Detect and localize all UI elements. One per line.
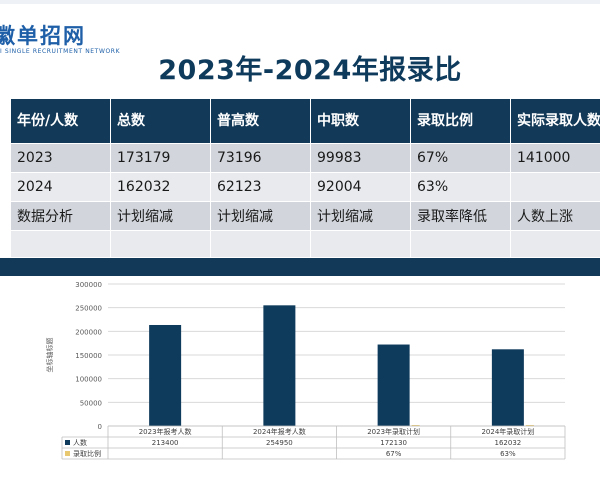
table-header-cell: 录取比例 <box>411 99 511 144</box>
y-tick-label: 150000 <box>75 352 102 360</box>
table-cell: 162032 <box>111 173 211 202</box>
y-tick-label: 100000 <box>75 376 102 384</box>
table-cell <box>211 231 311 258</box>
table-row: 2024 162032 62123 92004 63% <box>11 173 600 202</box>
data-label: 162032 <box>495 439 522 447</box>
table-cell: 62123 <box>211 173 311 202</box>
data-label: 172130 <box>380 439 407 447</box>
x-category-label: 2024年报考人数 <box>253 427 306 436</box>
bar <box>378 345 410 426</box>
table-header-row: 年份/人数 总数 普高数 中职数 录取比例 实际录取人数 <box>11 99 600 144</box>
table-cell <box>511 173 600 202</box>
legend-swatch <box>65 440 70 445</box>
data-label: 213400 <box>152 439 179 447</box>
table-cell: 92004 <box>311 173 411 202</box>
table-cell: 141000 <box>511 144 600 173</box>
table-cell: 63% <box>411 173 511 202</box>
table-row: 数据分析 计划缩减 计划缩减 计划缩减 录取率降低 人数上涨 <box>11 202 600 231</box>
page-title: 2023年-2024年报录比 <box>0 48 600 87</box>
table-cell: 人数上涨 <box>511 202 600 231</box>
bar <box>492 349 524 426</box>
y-tick-label: 300000 <box>75 281 102 289</box>
legend-label: 人数 <box>73 438 87 447</box>
x-category-label: 2023年报考人数 <box>139 427 192 436</box>
table-cell: 2023 <box>11 144 111 173</box>
y-tick-label: 50000 <box>80 399 102 407</box>
table-cell: 99983 <box>311 144 411 173</box>
table-header-cell: 年份/人数 <box>11 99 111 144</box>
section-divider-band <box>0 258 600 276</box>
y-axis-title: 坐标轴标题 <box>45 338 54 373</box>
bar <box>263 305 295 426</box>
table-header-cell: 总数 <box>111 99 211 144</box>
table-cell: 计划缩减 <box>111 202 211 231</box>
table-cell: 173179 <box>111 144 211 173</box>
table-row <box>11 231 600 258</box>
data-label: 67% <box>386 450 402 458</box>
y-tick-label: 250000 <box>75 305 102 313</box>
data-label: 254950 <box>266 439 293 447</box>
table-header-cell: 实际录取人数 <box>511 99 600 144</box>
table-cell: 计划缩减 <box>311 202 411 231</box>
enrollment-table: 年份/人数 总数 普高数 中职数 录取比例 实际录取人数 2023 173179… <box>10 98 600 258</box>
table-cell: 数据分析 <box>11 202 111 231</box>
table-cell <box>111 231 211 258</box>
chart-area: 0 50000 100000 150000 200000 250000 300000 坐标轴标… <box>0 276 600 480</box>
table-cell: 67% <box>411 144 511 173</box>
table-cell <box>411 231 511 258</box>
y-tick-label: 0 <box>98 423 102 431</box>
table-cell <box>311 231 411 258</box>
table-cell: 录取率降低 <box>411 202 511 231</box>
bar <box>149 325 181 426</box>
x-category-label: 2024年录取计划 <box>481 427 534 436</box>
legend-label: 录取比例 <box>73 449 101 458</box>
table-cell <box>511 231 600 258</box>
table-header-cell: 普高数 <box>211 99 311 144</box>
top-border-line <box>0 0 600 4</box>
table-row: 2023 173179 73196 99983 67% 141000 <box>11 144 600 173</box>
table-cell <box>11 231 111 258</box>
x-category-label: 2023年录取计划 <box>367 427 420 436</box>
bar-chart: 0 50000 100000 150000 200000 250000 300000 坐标轴标… <box>0 276 600 480</box>
data-label: 63% <box>500 450 516 458</box>
legend-swatch <box>65 451 70 456</box>
table-header-cell: 中职数 <box>311 99 411 144</box>
table-cell: 计划缩减 <box>211 202 311 231</box>
site-logo-text: 徽单招网 <box>0 20 86 50</box>
table-cell: 73196 <box>211 144 311 173</box>
table-cell: 2024 <box>11 173 111 202</box>
y-tick-label: 200000 <box>75 328 102 336</box>
